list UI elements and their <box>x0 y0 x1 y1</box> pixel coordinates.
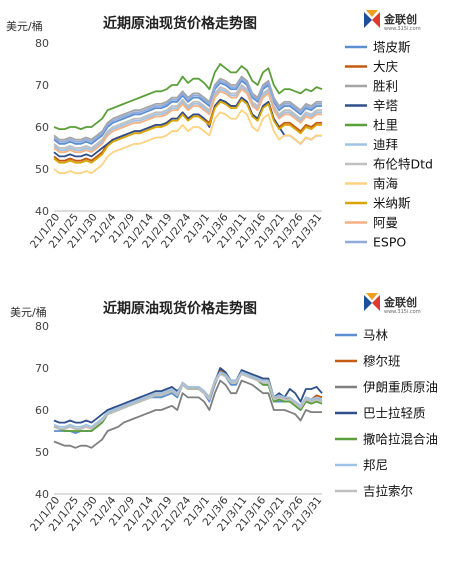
legend-label: 杜里 <box>373 118 398 133</box>
series-line-2 <box>53 379 322 449</box>
y-tick-label: 70 <box>35 79 49 92</box>
legend-item: 米纳斯 <box>345 196 411 211</box>
legend-label: 邦尼 <box>363 458 388 473</box>
y-tick-label: 80 <box>35 320 49 333</box>
logo-url: www.315i.com <box>384 26 421 32</box>
legend-item: 胜利 <box>345 79 398 94</box>
legend-item: ESPO <box>345 235 406 250</box>
series-line-3 <box>53 367 323 424</box>
legend-label: 米纳斯 <box>373 196 411 211</box>
logo-text: 金联创 <box>383 12 417 26</box>
series-line-4 <box>53 63 323 131</box>
legend-item: 布伦特Dtd <box>345 157 433 172</box>
legend-label: 南海 <box>373 176 399 191</box>
y-tick-label: 40 <box>35 488 49 501</box>
legend-item: 吉拉索尔 <box>335 484 413 499</box>
series-line-5 <box>53 371 323 428</box>
y-axis-unit-label: 美元/桶 <box>10 305 47 319</box>
series-line-5 <box>53 86 322 152</box>
logo-icon <box>364 10 380 28</box>
legend-label: 吉拉索尔 <box>363 484 413 499</box>
legend-item: 辛塔 <box>345 98 399 113</box>
chart-panel-bottom: 近期原油现货价格走势图 美元/桶 金联创 www.315i.com 40 50 60… <box>0 283 459 566</box>
legend-item: 阿曼 <box>345 215 398 230</box>
y-tick-label: 80 <box>35 37 49 50</box>
legend-label: 迪拜 <box>373 137 398 152</box>
series-line-0 <box>53 79 322 145</box>
legend-label: 伊朗重质原油 <box>363 380 438 395</box>
y-tick-label: 50 <box>35 446 49 459</box>
chart-title: 近期原油现货价格走势图 <box>103 15 257 32</box>
plot-area: 405060708021/1/2021/1/2521/1/3021/2/421/… <box>28 320 324 534</box>
legend-item: 伊朗重质原油 <box>335 380 438 395</box>
legend-label: 撒哈拉混合油 <box>363 432 438 447</box>
legend-label: 塔皮斯 <box>373 40 411 55</box>
legend-item: 巴士拉轻质 <box>335 406 426 421</box>
y-tick-label: 70 <box>35 362 49 375</box>
legend-label: ESPO <box>373 235 406 250</box>
series-line-6 <box>53 373 323 430</box>
series-line-6 <box>53 84 322 149</box>
series-line-7 <box>53 109 322 175</box>
y-tick-label: 50 <box>35 163 49 176</box>
legend-item: 撒哈拉混合油 <box>335 432 438 447</box>
chart-title: 近期原油现货价格走势图 <box>103 300 257 317</box>
y-tick-label: 40 <box>35 205 49 218</box>
series-line-2 <box>53 75 322 141</box>
legend-label: 马林 <box>363 328 389 343</box>
series-line-9 <box>53 88 322 154</box>
legend-item: 塔皮斯 <box>345 40 411 55</box>
legend-item: 马林 <box>335 328 389 343</box>
series-line-8 <box>53 98 322 164</box>
chart-bottom-svg: 近期原油现货价格走势图 美元/桶 金联创 www.315i.com 40 50 60… <box>10 293 438 534</box>
legend-label: 布伦特Dtd <box>373 157 433 172</box>
logo: 金联创 www.315i.com <box>364 10 421 32</box>
legend-item: 杜里 <box>345 118 398 133</box>
logo: 金联创 www.315i.com <box>364 293 421 315</box>
legend-item: 迪拜 <box>345 137 398 152</box>
y-tick-label: 60 <box>35 121 49 134</box>
logo-icon <box>364 293 380 311</box>
chart-top-svg: 近期原油现货价格走势图 美元/桶 金联创 www.315i.com 40 50 60… <box>6 10 433 251</box>
legend-item: 南海 <box>345 176 399 191</box>
series-line-10 <box>53 77 322 143</box>
legend-label: 阿曼 <box>373 215 398 230</box>
legend-label: 穆尔班 <box>363 354 401 369</box>
legend-label: 巴士拉轻质 <box>363 406 426 421</box>
legend-label: 胜利 <box>373 79 398 94</box>
legend-label: 大庆 <box>373 59 399 74</box>
legend-item: 邦尼 <box>335 458 388 473</box>
plot-area: 405060708021/1/2021/1/2521/1/3021/2/421/… <box>28 37 324 251</box>
legend-item: 穆尔班 <box>335 354 401 369</box>
y-tick-label: 60 <box>35 404 49 417</box>
logo-url: www.315i.com <box>384 309 421 315</box>
y-axis-unit-label: 美元/桶 <box>6 19 43 33</box>
legend-item: 大庆 <box>345 59 399 74</box>
logo-text: 金联创 <box>383 295 417 309</box>
series-line-3 <box>53 96 322 158</box>
legend-label: 辛塔 <box>373 98 399 113</box>
chart-panel-top: 近期原油现货价格走势图 美元/桶 金联创 www.315i.com 40 50 60… <box>0 0 459 283</box>
